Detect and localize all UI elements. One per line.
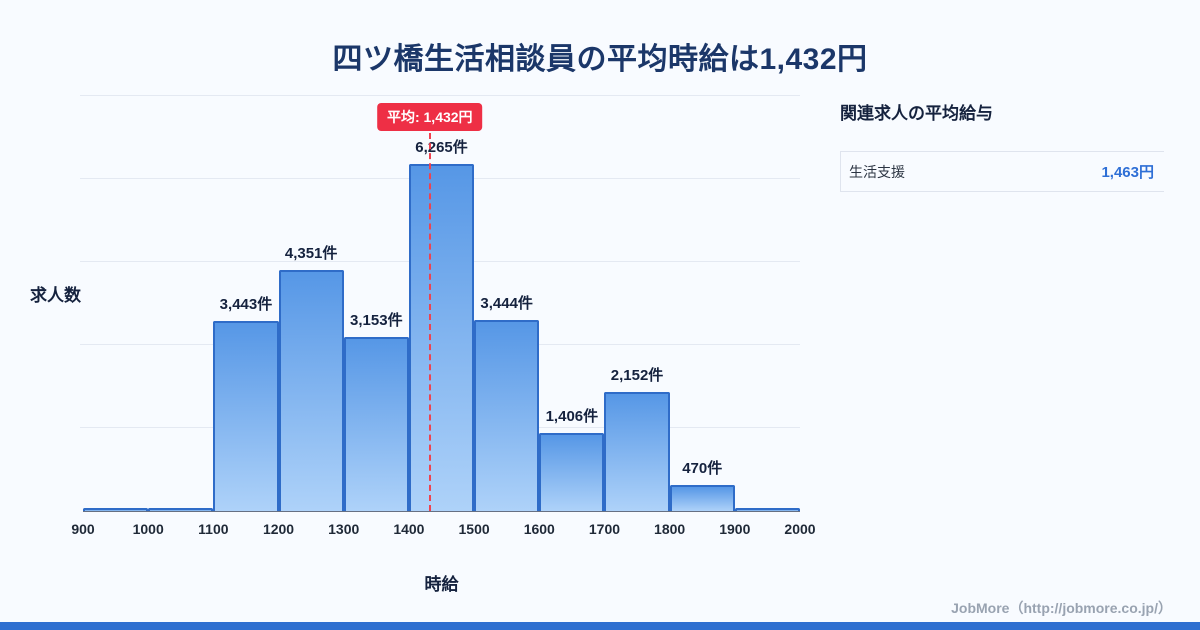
x-tick-label: 1200 xyxy=(262,521,295,537)
footer-credit: JobMore（http://jobmore.co.jp/） xyxy=(951,600,1172,616)
histogram-plot-area: 3,443件 4,351件 3,153件 6,265件 3,444件 1,406件 2,15… xyxy=(71,95,816,537)
page-title: 四ツ橋生活相談員の平均時給は1,432円 xyxy=(332,43,868,76)
salary-row: 生活支援 1,463円 xyxy=(840,151,1164,192)
x-tick-label: 1500 xyxy=(458,521,490,537)
related-salary-panel: 関連求人の平均給与 生活支援 1,463円 xyxy=(840,99,1164,192)
histogram-bar xyxy=(343,336,409,511)
x-tick-label: 900 xyxy=(71,521,95,537)
histogram-bar xyxy=(734,507,800,511)
average-badge: 平均: 1,432円 xyxy=(376,103,483,131)
bar-value-label: 470件 xyxy=(682,460,723,477)
histogram-bar xyxy=(148,507,214,511)
salary-row-value: 1,463円 xyxy=(1101,164,1154,181)
panel-title: 関連求人の平均給与 xyxy=(840,104,993,123)
histogram-bar xyxy=(474,320,540,511)
bar-value-label: 4,351件 xyxy=(284,245,338,263)
bar-value-label: 1,406件 xyxy=(545,408,599,426)
gridline xyxy=(80,95,800,96)
bar-value-label: 2,152件 xyxy=(610,366,664,384)
x-tick-label: 1400 xyxy=(393,521,425,537)
x-tick-label: 1800 xyxy=(654,521,686,537)
x-tick-label: 1600 xyxy=(523,521,555,537)
x-tick-label: 2000 xyxy=(784,521,816,537)
x-axis-label: 時給 xyxy=(424,575,459,594)
salary-row-label: 生活支援 xyxy=(849,163,905,180)
salary-rows: 生活支援 1,463円 xyxy=(840,151,1164,192)
bar-value-label: 3,444件 xyxy=(480,295,533,313)
histogram-bar xyxy=(213,320,279,511)
bar-value-label: 6,265件 xyxy=(415,139,468,157)
y-axis-label: 求人数 xyxy=(30,286,81,305)
bar-value-label: 3,443件 xyxy=(219,295,273,313)
x-tick-label: 1300 xyxy=(328,521,360,537)
average-line xyxy=(428,123,431,511)
x-tick-label: 1000 xyxy=(132,521,164,537)
histogram-bar xyxy=(604,391,670,511)
bar-value-label: 3,153件 xyxy=(350,311,403,329)
histogram-bar xyxy=(539,433,605,511)
histogram-bar xyxy=(408,164,475,511)
histogram-bar xyxy=(278,270,344,511)
histogram-bar xyxy=(83,507,149,511)
x-tick-label: 1100 xyxy=(198,521,229,537)
x-tick-label: 1700 xyxy=(588,521,621,537)
bottom-accent-bar xyxy=(0,622,1200,630)
histogram-bar xyxy=(669,485,735,511)
x-tick-label: 1900 xyxy=(719,521,751,537)
